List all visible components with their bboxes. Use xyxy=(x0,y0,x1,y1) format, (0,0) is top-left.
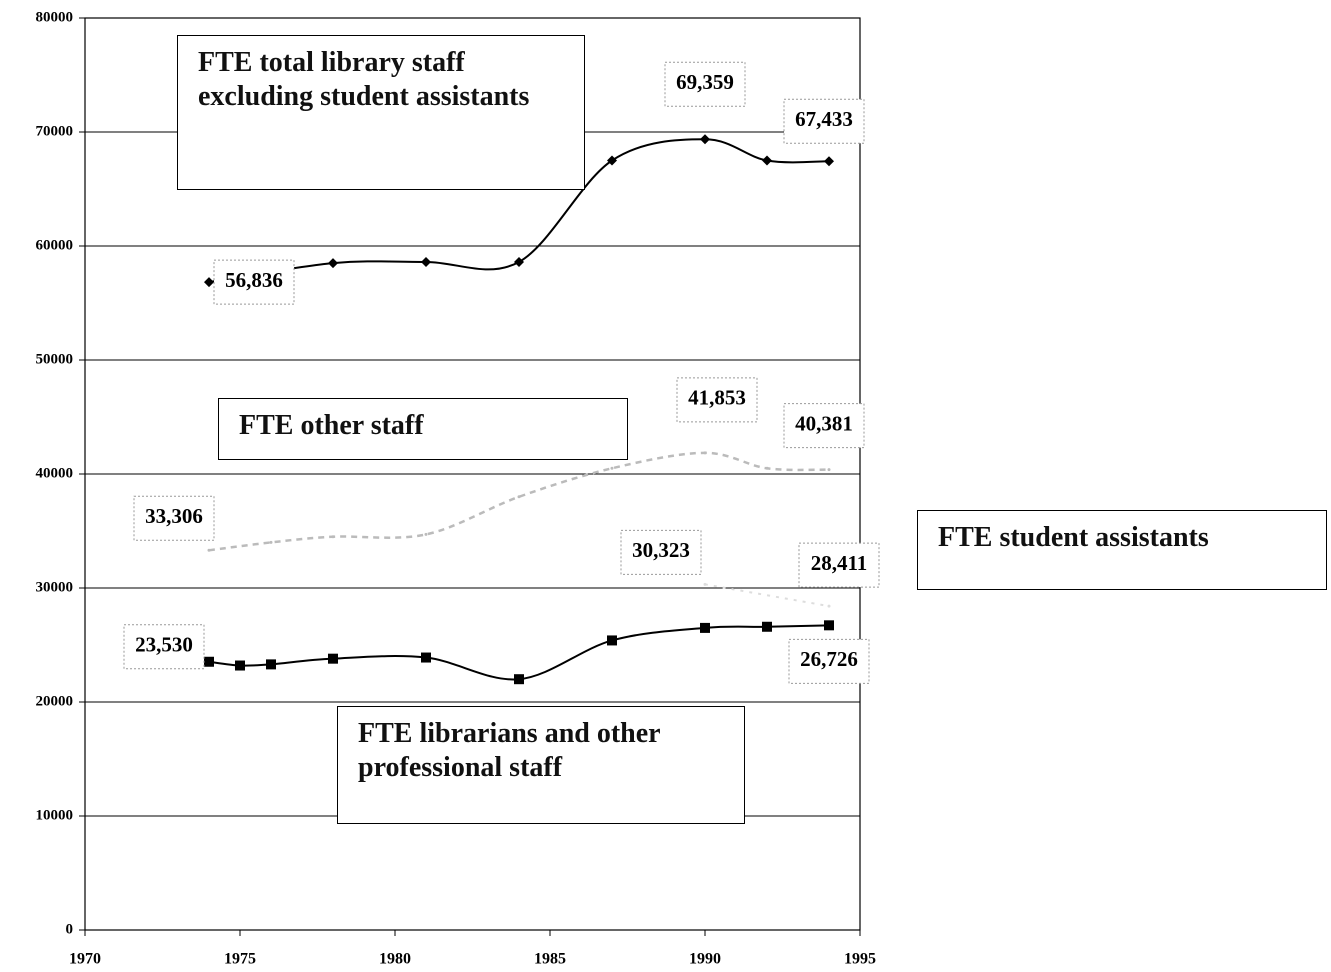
x-tick-label: 1970 xyxy=(69,951,101,968)
point xyxy=(762,155,772,166)
y-tick-label: 40000 xyxy=(36,465,74,481)
data-label-box xyxy=(620,529,702,575)
data-label: 40,381 xyxy=(795,411,853,435)
point xyxy=(827,468,831,472)
series-name-box: FTE librarians and other professional st… xyxy=(337,706,745,824)
data-label: 33,306 xyxy=(145,504,203,528)
point xyxy=(328,653,338,664)
point xyxy=(765,466,769,470)
point xyxy=(607,155,617,166)
point xyxy=(421,652,431,663)
y-tick-label: 20000 xyxy=(36,693,74,709)
series-name-box: FTE other staff xyxy=(218,398,628,460)
y-tick-label: 10000 xyxy=(36,807,74,823)
point xyxy=(700,622,710,633)
x-tick-label: 1985 xyxy=(534,951,566,968)
data-label-box xyxy=(664,61,746,107)
x-tick-label: 1980 xyxy=(379,951,411,968)
point xyxy=(204,656,214,667)
data-label: 28,411 xyxy=(811,551,868,575)
data-label-box xyxy=(213,259,295,305)
data-label: 69,359 xyxy=(676,70,734,94)
point xyxy=(703,451,707,455)
series-name-box: FTE student assistants xyxy=(917,510,1327,590)
y-tick-label: 30000 xyxy=(36,579,74,595)
point xyxy=(517,495,521,499)
data-label: 41,853 xyxy=(688,386,746,410)
data-label: 23,530 xyxy=(135,633,193,657)
point xyxy=(207,548,211,552)
point xyxy=(827,604,831,608)
data-label-box xyxy=(676,377,758,423)
point xyxy=(421,256,431,267)
point xyxy=(762,621,772,632)
y-tick-label: 60000 xyxy=(36,237,74,253)
point xyxy=(607,635,617,646)
series-line xyxy=(208,451,830,552)
y-tick-label: 0 xyxy=(66,921,74,937)
point xyxy=(610,466,614,470)
point xyxy=(331,535,335,539)
point xyxy=(824,156,834,167)
point xyxy=(700,134,710,145)
data-label-box xyxy=(788,638,870,684)
x-tick-label: 1990 xyxy=(689,951,721,968)
data-label: 56,836 xyxy=(225,268,283,292)
data-label-box xyxy=(123,624,205,670)
series-line xyxy=(704,583,830,608)
series-line xyxy=(208,624,830,681)
x-tick-label: 1995 xyxy=(844,951,876,968)
point xyxy=(269,540,273,544)
point xyxy=(266,659,276,670)
point xyxy=(328,258,338,269)
data-label-box xyxy=(783,403,865,449)
y-tick-label: 80000 xyxy=(36,9,74,25)
data-label: 26,726 xyxy=(800,647,858,671)
data-label: 67,433 xyxy=(795,107,853,131)
series-name-box: FTE total library staff excluding studen… xyxy=(177,35,585,190)
point xyxy=(703,582,707,586)
y-tick-label: 50000 xyxy=(36,351,74,367)
data-label-box xyxy=(133,495,215,541)
point xyxy=(204,277,214,288)
point xyxy=(514,256,524,267)
point xyxy=(235,660,245,671)
data-label: 30,323 xyxy=(632,538,690,562)
data-label-box xyxy=(798,542,880,588)
data-label-box xyxy=(783,98,865,144)
point xyxy=(824,620,834,631)
y-tick-label: 70000 xyxy=(36,123,74,139)
point xyxy=(514,674,524,685)
point xyxy=(424,532,428,536)
x-tick-label: 1975 xyxy=(224,951,256,968)
